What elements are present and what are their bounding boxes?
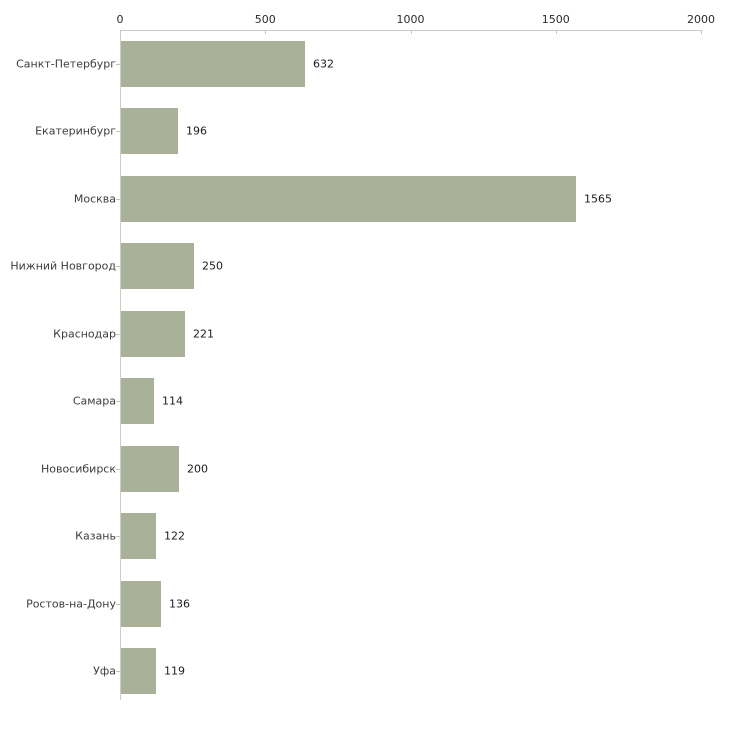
x-tick-label: 2000 bbox=[687, 13, 715, 26]
bar-row: Новосибирск 200 bbox=[0, 435, 730, 503]
bar-row: Уфа 119 bbox=[0, 638, 730, 706]
bar-row: Москва 1565 bbox=[0, 165, 730, 233]
category-label: Уфа bbox=[93, 664, 116, 678]
bar-row: Самара 114 bbox=[0, 368, 730, 436]
y-tick-mark bbox=[116, 401, 120, 403]
x-tick-label: 1500 bbox=[541, 13, 570, 26]
y-axis-line bbox=[120, 30, 121, 700]
bar bbox=[121, 175, 576, 222]
bar bbox=[121, 580, 161, 627]
bar-row: Екатеринбург 196 bbox=[0, 98, 730, 166]
category-label: Екатеринбург bbox=[35, 124, 116, 138]
bar bbox=[121, 445, 179, 492]
category-label: Казань bbox=[75, 529, 116, 543]
y-tick-mark bbox=[116, 266, 120, 268]
y-tick-mark bbox=[116, 198, 120, 200]
bar bbox=[121, 108, 178, 155]
category-label: Самара bbox=[72, 394, 116, 408]
y-tick-mark bbox=[116, 131, 120, 133]
x-tick-label: 1000 bbox=[396, 13, 425, 26]
bar-row: Санкт-Петербург 632 bbox=[0, 30, 730, 98]
x-tick-mark bbox=[410, 30, 412, 34]
bar bbox=[121, 40, 305, 87]
x-tick-mark bbox=[701, 30, 702, 34]
value-label: 250 bbox=[202, 259, 223, 273]
y-tick-mark bbox=[116, 468, 120, 470]
x-tick-mark bbox=[555, 30, 557, 34]
bar-row: Нижний Новгород 250 bbox=[0, 233, 730, 301]
y-tick-mark bbox=[116, 671, 120, 673]
value-label: 1565 bbox=[584, 192, 612, 206]
value-label: 136 bbox=[169, 597, 190, 611]
value-label: 200 bbox=[187, 462, 208, 476]
value-label: 114 bbox=[162, 394, 183, 408]
x-tick-label: 0 bbox=[116, 13, 124, 26]
value-label: 196 bbox=[186, 124, 207, 138]
y-tick-mark bbox=[116, 63, 120, 65]
bar bbox=[121, 513, 156, 560]
bar bbox=[121, 648, 156, 695]
category-label: Новосибирск bbox=[40, 462, 116, 476]
y-tick-mark bbox=[116, 536, 120, 538]
category-label: Санкт-Петербург bbox=[16, 57, 116, 71]
bar bbox=[121, 243, 194, 290]
y-tick-mark bbox=[116, 603, 120, 605]
category-label: Нижний Новгород bbox=[10, 259, 116, 273]
x-tick-mark bbox=[265, 30, 267, 34]
value-label: 632 bbox=[313, 57, 334, 71]
category-label: Ростов-на-Дону bbox=[26, 597, 116, 611]
category-label: Москва bbox=[73, 192, 116, 206]
bar bbox=[121, 378, 154, 425]
value-label: 221 bbox=[193, 327, 214, 341]
bar-row: Ростов-на-Дону 136 bbox=[0, 570, 730, 638]
value-label: 119 bbox=[164, 664, 185, 678]
bar-row: Казань 122 bbox=[0, 503, 730, 571]
bar-row: Краснодар 221 bbox=[0, 300, 730, 368]
x-tick-label: 500 bbox=[254, 13, 276, 26]
y-tick-mark bbox=[116, 333, 120, 335]
category-label: Краснодар bbox=[53, 327, 116, 341]
value-label: 122 bbox=[164, 529, 185, 543]
bar bbox=[121, 310, 185, 357]
x-tick-mark bbox=[120, 30, 121, 34]
